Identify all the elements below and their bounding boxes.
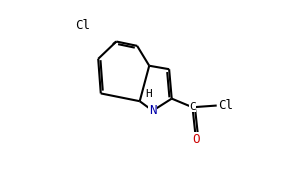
Text: H: H: [145, 89, 152, 99]
Text: N: N: [149, 104, 156, 117]
Text: C: C: [189, 102, 196, 112]
Text: O: O: [192, 133, 200, 146]
Text: Cl: Cl: [75, 19, 90, 32]
Text: Cl: Cl: [218, 99, 233, 112]
